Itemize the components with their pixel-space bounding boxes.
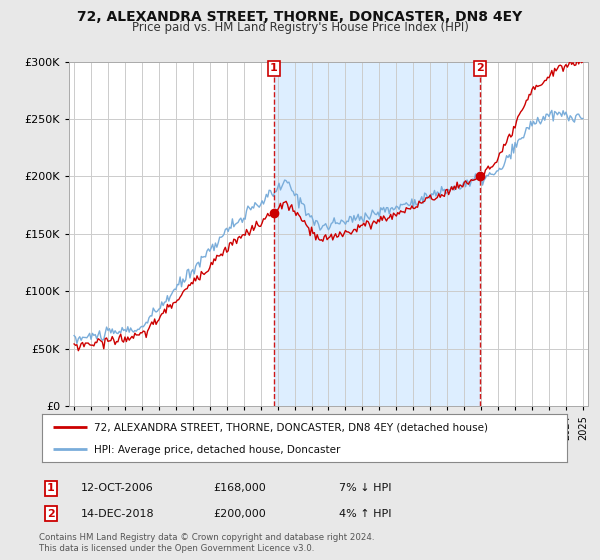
Text: 1: 1 xyxy=(47,483,55,493)
Text: 2: 2 xyxy=(476,63,484,73)
Text: 72, ALEXANDRA STREET, THORNE, DONCASTER, DN8 4EY: 72, ALEXANDRA STREET, THORNE, DONCASTER,… xyxy=(77,10,523,24)
Bar xyxy=(274,62,480,406)
Text: £200,000: £200,000 xyxy=(213,508,266,519)
Text: 12-OCT-2006: 12-OCT-2006 xyxy=(81,483,154,493)
Text: £168,000: £168,000 xyxy=(213,483,266,493)
Text: Price paid vs. HM Land Registry's House Price Index (HPI): Price paid vs. HM Land Registry's House … xyxy=(131,21,469,34)
Text: 14-DEC-2018: 14-DEC-2018 xyxy=(81,508,155,519)
Text: 72, ALEXANDRA STREET, THORNE, DONCASTER, DN8 4EY (detached house): 72, ALEXANDRA STREET, THORNE, DONCASTER,… xyxy=(95,423,488,433)
Text: HPI: Average price, detached house, Doncaster: HPI: Average price, detached house, Donc… xyxy=(95,445,341,455)
Text: 4% ↑ HPI: 4% ↑ HPI xyxy=(339,508,391,519)
Text: 2: 2 xyxy=(47,508,55,519)
Text: Contains HM Land Registry data © Crown copyright and database right 2024.
This d: Contains HM Land Registry data © Crown c… xyxy=(39,533,374,553)
Text: 1: 1 xyxy=(270,63,278,73)
Text: 7% ↓ HPI: 7% ↓ HPI xyxy=(339,483,391,493)
